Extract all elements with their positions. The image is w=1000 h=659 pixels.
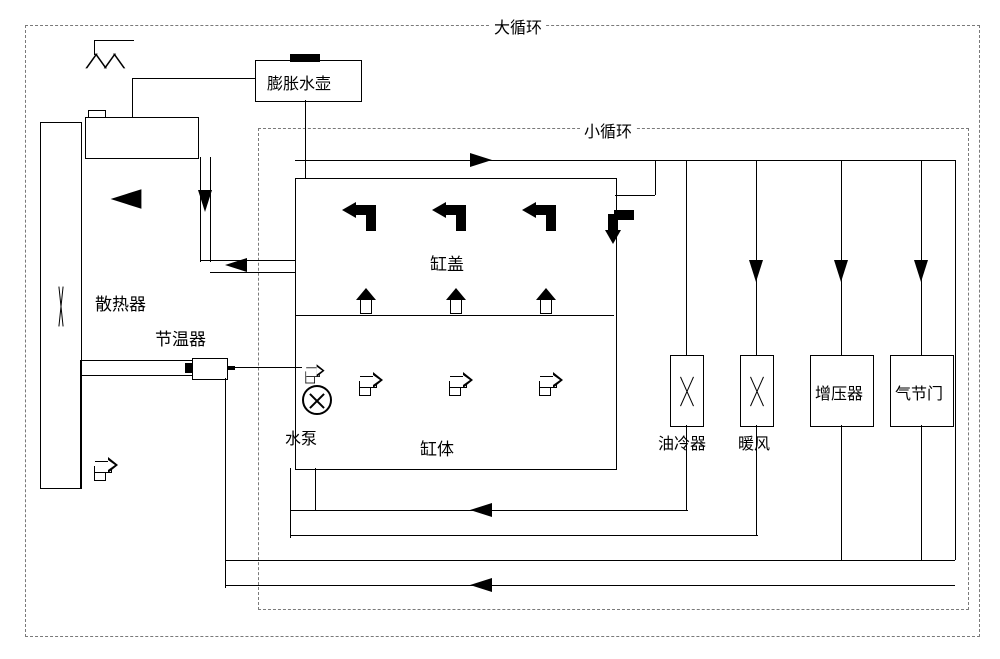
flow-arrow-1 xyxy=(198,190,212,212)
ret-oilcooler xyxy=(686,425,687,510)
manifold-top xyxy=(615,195,655,196)
ret-throttle xyxy=(921,425,922,560)
drop-heater xyxy=(756,160,757,355)
hose-uppertank-right-a xyxy=(200,260,295,261)
head-arrow-2 xyxy=(440,205,466,231)
line-tank-to-expansion xyxy=(132,78,255,79)
heater-icon xyxy=(740,355,774,427)
rad-return-b xyxy=(80,375,192,376)
spring-top-line xyxy=(94,40,95,55)
ret-arrow-1 xyxy=(470,503,492,517)
ret-up-3 xyxy=(225,378,226,588)
line-tank-up xyxy=(132,78,133,117)
upper-tank xyxy=(85,117,199,159)
rad-return-up-a xyxy=(80,360,81,488)
big-loop-title: 大循环 xyxy=(490,14,546,38)
oil-cooler-label: 油冷器 xyxy=(658,430,706,454)
turbo-label: 增压器 xyxy=(815,380,863,404)
head-arrow-1 xyxy=(350,205,376,231)
block-arrow-2 xyxy=(445,370,467,396)
block-arrow-1 xyxy=(355,370,377,396)
thermostat-icon xyxy=(192,358,228,380)
pump-inlet-curl xyxy=(302,363,320,384)
ret-arrow-3 xyxy=(470,578,492,592)
engine-divider xyxy=(296,315,614,316)
ret-turbo xyxy=(841,425,842,560)
ret-up-1 xyxy=(290,468,291,538)
thermo-to-pump xyxy=(234,367,302,368)
drop-throttle xyxy=(921,160,922,355)
expansion-tank-label: 膨胀水壶 xyxy=(267,70,331,94)
head-right-curl xyxy=(608,210,634,236)
engine-out-left xyxy=(315,468,316,510)
manifold-right xyxy=(295,160,955,161)
throttle-label: 气节门 xyxy=(895,380,943,404)
cylinder-block-label: 缸体 xyxy=(420,435,454,460)
flow-arrow-left-1 xyxy=(225,258,247,272)
drop-oilcooler xyxy=(686,160,687,355)
flow-arrow-left-big xyxy=(111,189,142,209)
diagram-canvas: 大循环 小循环 散热器 ⟋⟍⟋⟍ 膨胀水壶 缸盖 缸体 xyxy=(0,0,1000,659)
drop-turbo xyxy=(841,160,842,355)
return-line-4 xyxy=(225,585,955,586)
flow-arrow-down-heater xyxy=(749,260,763,282)
oil-cooler-icon xyxy=(670,355,704,427)
spring-to-tank xyxy=(94,40,134,41)
block-arrow-3 xyxy=(535,370,557,396)
mid-arrow-2 xyxy=(450,290,462,314)
hose-uppertank-right-b xyxy=(210,272,295,273)
return-line-3 xyxy=(225,560,955,561)
radiator-label: 散热器 xyxy=(95,290,146,315)
exp-tank-down xyxy=(305,100,306,178)
cylinder-head-label: 缸盖 xyxy=(430,250,464,275)
expansion-cap xyxy=(290,54,320,62)
flow-arrow-right-1 xyxy=(470,153,492,167)
mid-arrow-1 xyxy=(360,290,372,314)
heater-label: 暖风 xyxy=(738,430,770,454)
upper-tank-cap xyxy=(88,110,106,118)
ret-heater xyxy=(756,425,757,535)
return-line-2 xyxy=(290,535,758,536)
rad-return-a xyxy=(80,360,192,361)
spring-icon: ⟋⟍⟋⟍ xyxy=(86,52,123,74)
small-loop-title: 小循环 xyxy=(580,118,636,142)
rad-bottom-curl xyxy=(90,455,112,481)
thermostat-label: 节温器 xyxy=(155,325,206,350)
pump-icon xyxy=(302,385,332,415)
flow-arrow-down-throttle xyxy=(914,260,928,282)
radiator-icon xyxy=(40,122,82,489)
manifold-up xyxy=(655,160,656,195)
mid-arrow-3 xyxy=(540,290,552,314)
flow-arrow-down-turbo xyxy=(834,260,848,282)
head-arrow-3 xyxy=(530,205,556,231)
drop-throttle-2 xyxy=(955,160,956,560)
pump-label: 水泵 xyxy=(285,425,317,449)
